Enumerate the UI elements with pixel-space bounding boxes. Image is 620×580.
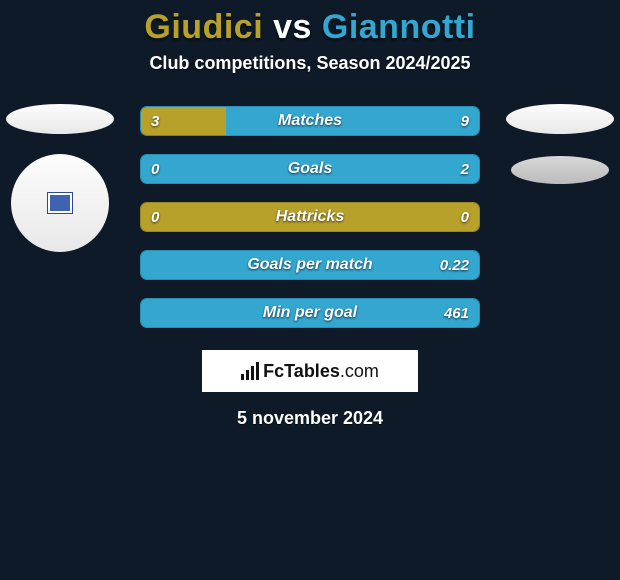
- stat-row: Goals0 2: [140, 154, 480, 184]
- vs-text: vs: [273, 8, 312, 46]
- subtitle: Club competitions, Season 2024/2025: [0, 53, 620, 74]
- logo-brand: FcTables: [263, 361, 340, 381]
- player2-silhouette: [506, 104, 614, 134]
- stat-value-left: 3: [151, 113, 159, 130]
- player2-avatar-column: [500, 104, 620, 184]
- stat-value-left: 0: [151, 209, 159, 226]
- logo-text: FcTables.com: [263, 361, 379, 382]
- stat-value-right: 9: [461, 113, 469, 130]
- comparison-card: Giudici vs Giannotti Club competitions, …: [0, 0, 620, 580]
- stat-value-right: 461: [444, 305, 469, 322]
- title: Giudici vs Giannotti: [0, 0, 620, 47]
- stat-row: Hattricks0 0: [140, 202, 480, 232]
- player1-silhouette: [6, 104, 114, 134]
- stat-label: Hattricks: [141, 208, 479, 226]
- stat-label: Min per goal: [141, 304, 479, 322]
- stat-value-right: 0: [461, 209, 469, 226]
- logo-domain: .com: [340, 361, 379, 381]
- stat-value-right: 2: [461, 161, 469, 178]
- source-logo: FcTables.com: [202, 350, 418, 392]
- stat-label: Goals: [141, 160, 479, 178]
- stat-row: Matches3 9: [140, 106, 480, 136]
- player2-name: Giannotti: [322, 8, 476, 46]
- date-line: 5 november 2024: [0, 408, 620, 429]
- club-crest-icon: [48, 193, 72, 213]
- logo-bars-icon: [241, 362, 259, 380]
- player1-club-badge: [11, 154, 109, 252]
- stat-row: Min per goal461: [140, 298, 480, 328]
- player1-avatar-column: [0, 104, 120, 252]
- stat-label: Matches: [141, 112, 479, 130]
- stat-value-left: 0: [151, 161, 159, 178]
- player2-club-placeholder: [511, 156, 609, 184]
- stat-label: Goals per match: [141, 256, 479, 274]
- stat-value-right: 0.22: [440, 257, 469, 274]
- content: Matches39Goals02Hattricks00Goals per mat…: [0, 106, 620, 429]
- stat-row: Goals per match0.22: [140, 250, 480, 280]
- player1-name: Giudici: [144, 8, 263, 46]
- stat-rows: Matches39Goals02Hattricks00Goals per mat…: [140, 106, 480, 328]
